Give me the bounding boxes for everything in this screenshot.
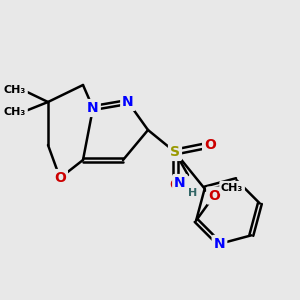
Text: CH₃: CH₃ [4,107,26,117]
Text: S: S [170,145,180,159]
Text: N: N [87,101,99,115]
Text: N: N [174,176,186,190]
Text: O: O [169,178,181,192]
Text: CH₃: CH₃ [221,182,243,193]
Text: N: N [214,237,225,251]
Text: N: N [122,95,134,109]
Text: H: H [188,188,198,198]
Text: O: O [54,171,66,185]
Text: O: O [208,188,220,203]
Text: CH₃: CH₃ [4,85,26,95]
Text: O: O [204,138,216,152]
